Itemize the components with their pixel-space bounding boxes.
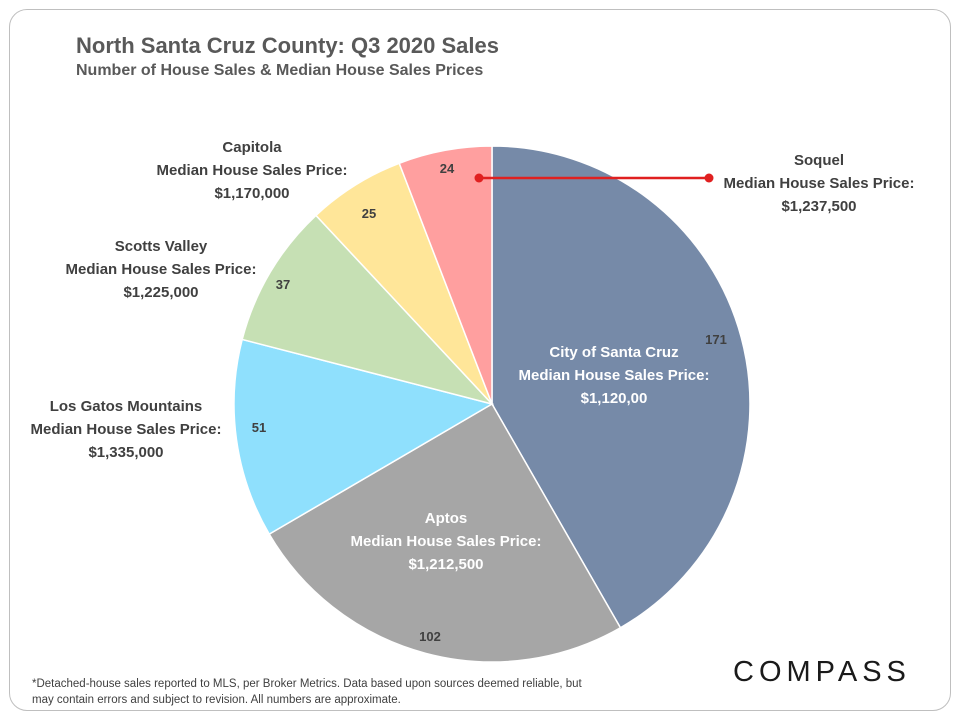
price-caption-aptos: Median House Sales Price: [351, 533, 542, 550]
price-label-soquel: $1,237,500 [781, 198, 856, 215]
pie-slice-los-gatos-mountains [233, 338, 494, 536]
price-caption-scotts-valley: Median House Sales Price: [66, 261, 257, 278]
value-label-city-of-santa-cruz: 171 [705, 332, 727, 347]
footnote: *Detached-house sales reported to MLS, p… [32, 678, 582, 706]
pie-slice-soquel [398, 145, 493, 405]
callout-dot-end [704, 173, 714, 183]
compass-logo: COMPASS [733, 656, 911, 688]
value-label-aptos: 102 [419, 629, 441, 644]
price-caption-capitola: Median House Sales Price: [157, 162, 348, 179]
name-label-soquel: Soquel [794, 152, 844, 169]
value-label-capitola: 25 [362, 206, 376, 221]
pie-slice-aptos [268, 402, 622, 663]
value-label-los-gatos-mountains: 51 [252, 420, 266, 435]
value-label-soquel: 24 [440, 161, 455, 176]
chart-subtitle: Number of House Sales & Median House Sal… [76, 62, 484, 79]
name-label-city-of-santa-cruz: City of Santa Cruz [549, 344, 678, 361]
value-label-scotts-valley: 37 [276, 277, 290, 292]
price-label-city-of-santa-cruz: $1,120,00 [581, 390, 648, 407]
callout-dot-start [474, 173, 484, 183]
name-label-los-gatos-mountains: Los Gatos Mountains [50, 398, 203, 415]
name-label-capitola: Capitola [222, 139, 282, 156]
price-caption-soquel: Median House Sales Price: [724, 175, 915, 192]
price-label-scotts-valley: $1,225,000 [123, 284, 198, 301]
price-label-los-gatos-mountains: $1,335,000 [88, 444, 163, 461]
price-caption-los-gatos-mountains: Median House Sales Price: [31, 421, 222, 438]
name-label-scotts-valley: Scotts Valley [115, 238, 208, 255]
price-label-capitola: $1,170,000 [214, 185, 289, 202]
price-caption-city-of-santa-cruz: Median House Sales Price: [519, 367, 710, 384]
pie-slice-scotts-valley [241, 214, 495, 406]
name-label-aptos: Aptos [425, 510, 468, 527]
pie-slice-city-of-santa-cruz [491, 145, 751, 629]
chart-title: North Santa Cruz County: Q3 2020 Sales [76, 33, 499, 58]
price-label-aptos: $1,212,500 [408, 556, 483, 573]
